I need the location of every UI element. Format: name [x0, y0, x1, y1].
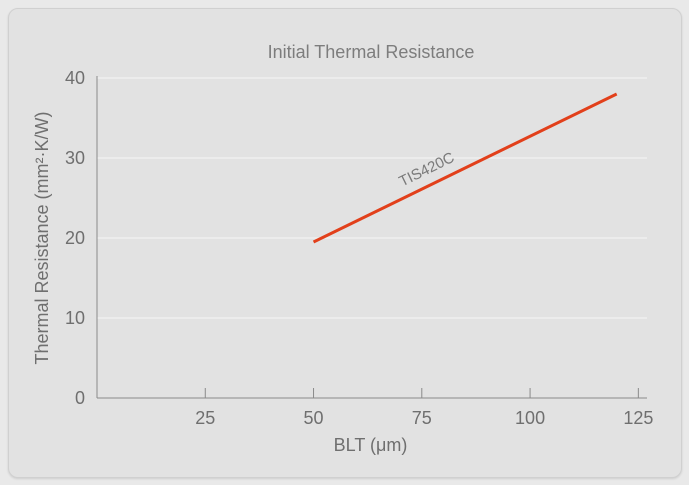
series-label: TIS420C — [396, 149, 457, 190]
x-tick-label: 100 — [515, 408, 545, 428]
y-tick-label: 20 — [65, 228, 85, 248]
y-ticks: 0 10 20 30 40 — [65, 68, 85, 408]
chart-panel — [8, 8, 682, 478]
y-tick-label: 40 — [65, 68, 85, 88]
x-tick-label: 50 — [304, 408, 324, 428]
grid — [97, 77, 647, 319]
x-tick-label: 25 — [195, 408, 215, 428]
x-ticks: 25 50 75 100 125 — [195, 388, 653, 428]
axes — [96, 76, 647, 399]
chart-title: Initial Thermal Resistance — [268, 42, 475, 62]
y-tick-label: 30 — [65, 148, 85, 168]
series-group: TIS420C — [312, 92, 618, 244]
y-tick-label: 10 — [65, 308, 85, 328]
y-tick-label: 0 — [75, 388, 85, 408]
x-axis-label: BLT (μm) — [334, 435, 408, 455]
y-axis-label: Thermal Resistance (mm²·K/W) — [32, 111, 52, 364]
x-tick-label: 75 — [412, 408, 432, 428]
x-tick-label: 125 — [623, 408, 653, 428]
series-line-tis420c — [312, 92, 618, 244]
